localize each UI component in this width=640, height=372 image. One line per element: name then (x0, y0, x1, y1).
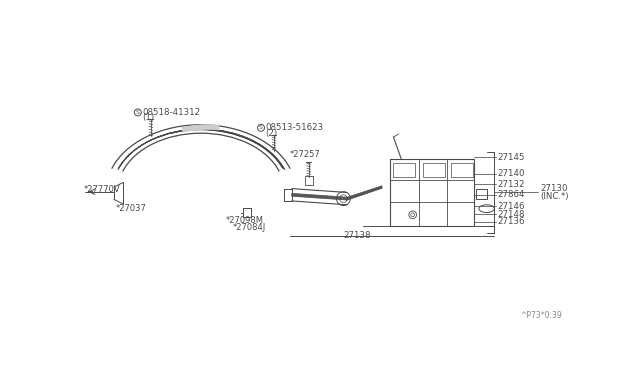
Text: *27084J: *27084J (232, 224, 266, 232)
Bar (305, 176, 312, 185)
Text: *27037: *27037 (115, 204, 147, 213)
Text: 27130: 27130 (541, 184, 568, 193)
Text: S: S (136, 110, 140, 115)
Bar (424, 163, 445, 177)
Bar (394, 163, 415, 177)
Text: 27132: 27132 (497, 180, 525, 189)
Text: 27140: 27140 (497, 170, 525, 179)
Text: 27864: 27864 (497, 190, 525, 199)
Text: *27770V: *27770V (84, 185, 120, 194)
Text: 08518-41312: 08518-41312 (143, 108, 200, 117)
Text: (1): (1) (143, 113, 154, 122)
Text: 27145: 27145 (497, 153, 525, 161)
Text: 27148: 27148 (497, 209, 525, 218)
Bar (451, 163, 473, 177)
Text: (2): (2) (266, 129, 278, 138)
Text: ^P73*0:39: ^P73*0:39 (520, 311, 563, 320)
Text: 08513-51623: 08513-51623 (266, 123, 324, 132)
Text: 27136: 27136 (497, 217, 525, 226)
Bar (476, 189, 486, 199)
Text: *27098M: *27098M (225, 216, 264, 225)
Text: (INC.*): (INC.*) (541, 192, 569, 201)
Text: 27146: 27146 (497, 202, 525, 211)
Text: *27257: *27257 (289, 150, 320, 159)
Text: S: S (259, 125, 263, 130)
Text: 27138: 27138 (344, 231, 371, 240)
